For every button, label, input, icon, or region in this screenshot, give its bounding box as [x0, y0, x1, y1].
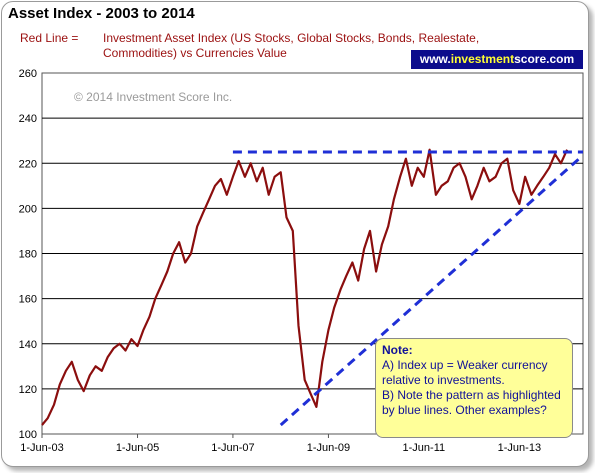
x-tick-label: 1-Jun-03 [20, 442, 63, 454]
y-tick-label: 100 [19, 429, 37, 441]
note-line-a: A) Index up = Weaker currency relative t… [382, 358, 548, 387]
y-tick-label: 140 [19, 339, 37, 351]
note-box: Note: A) Index up = Weaker currency rela… [375, 338, 573, 438]
y-tick-label: 160 [19, 294, 37, 306]
badge-prefix: www. [419, 52, 451, 66]
y-tick-label: 200 [19, 203, 37, 215]
y-tick-label: 260 [19, 68, 37, 80]
x-tick-label: 1-Jun-09 [307, 442, 350, 454]
note-title: Note: [382, 343, 413, 357]
x-axis-ticks: 1-Jun-03 1-Jun-05 1-Jun-07 1-Jun-09 1-Jun-11… [20, 434, 541, 454]
website-badge[interactable]: www.investmentscore.com [411, 50, 583, 69]
x-tick-label: 1-Jun-13 [498, 442, 541, 454]
y-tick-label: 180 [19, 249, 37, 261]
subtitle-text: Investment Asset Index (US Stocks, Globa… [103, 31, 480, 60]
badge-highlight: investment [450, 52, 515, 66]
trendline-rising-support [279, 157, 581, 427]
watermark-text: © 2014 Investment Score Inc. [74, 90, 232, 104]
series-line-asset-index [41, 148, 569, 426]
badge-suffix: score.com [514, 52, 575, 66]
chart-title: Asset Index - 2003 to 2014 [8, 5, 195, 22]
y-tick-label: 120 [19, 384, 37, 396]
y-axis-ticks: 260 240 220 200 180 160 140 120 100 [19, 68, 37, 441]
note-line-b: B) Note the pattern as highlighted by bl… [382, 388, 561, 417]
y-tick-label: 220 [19, 158, 37, 170]
x-tick-label: 1-Jun-07 [211, 442, 254, 454]
x-tick-label: 1-Jun-11 [403, 442, 446, 454]
trend-lines [232, 150, 583, 427]
subtitle-key: Red Line = [20, 31, 79, 45]
x-tick-label: 1-Jun-05 [116, 442, 159, 454]
y-tick-label: 240 [19, 113, 37, 125]
